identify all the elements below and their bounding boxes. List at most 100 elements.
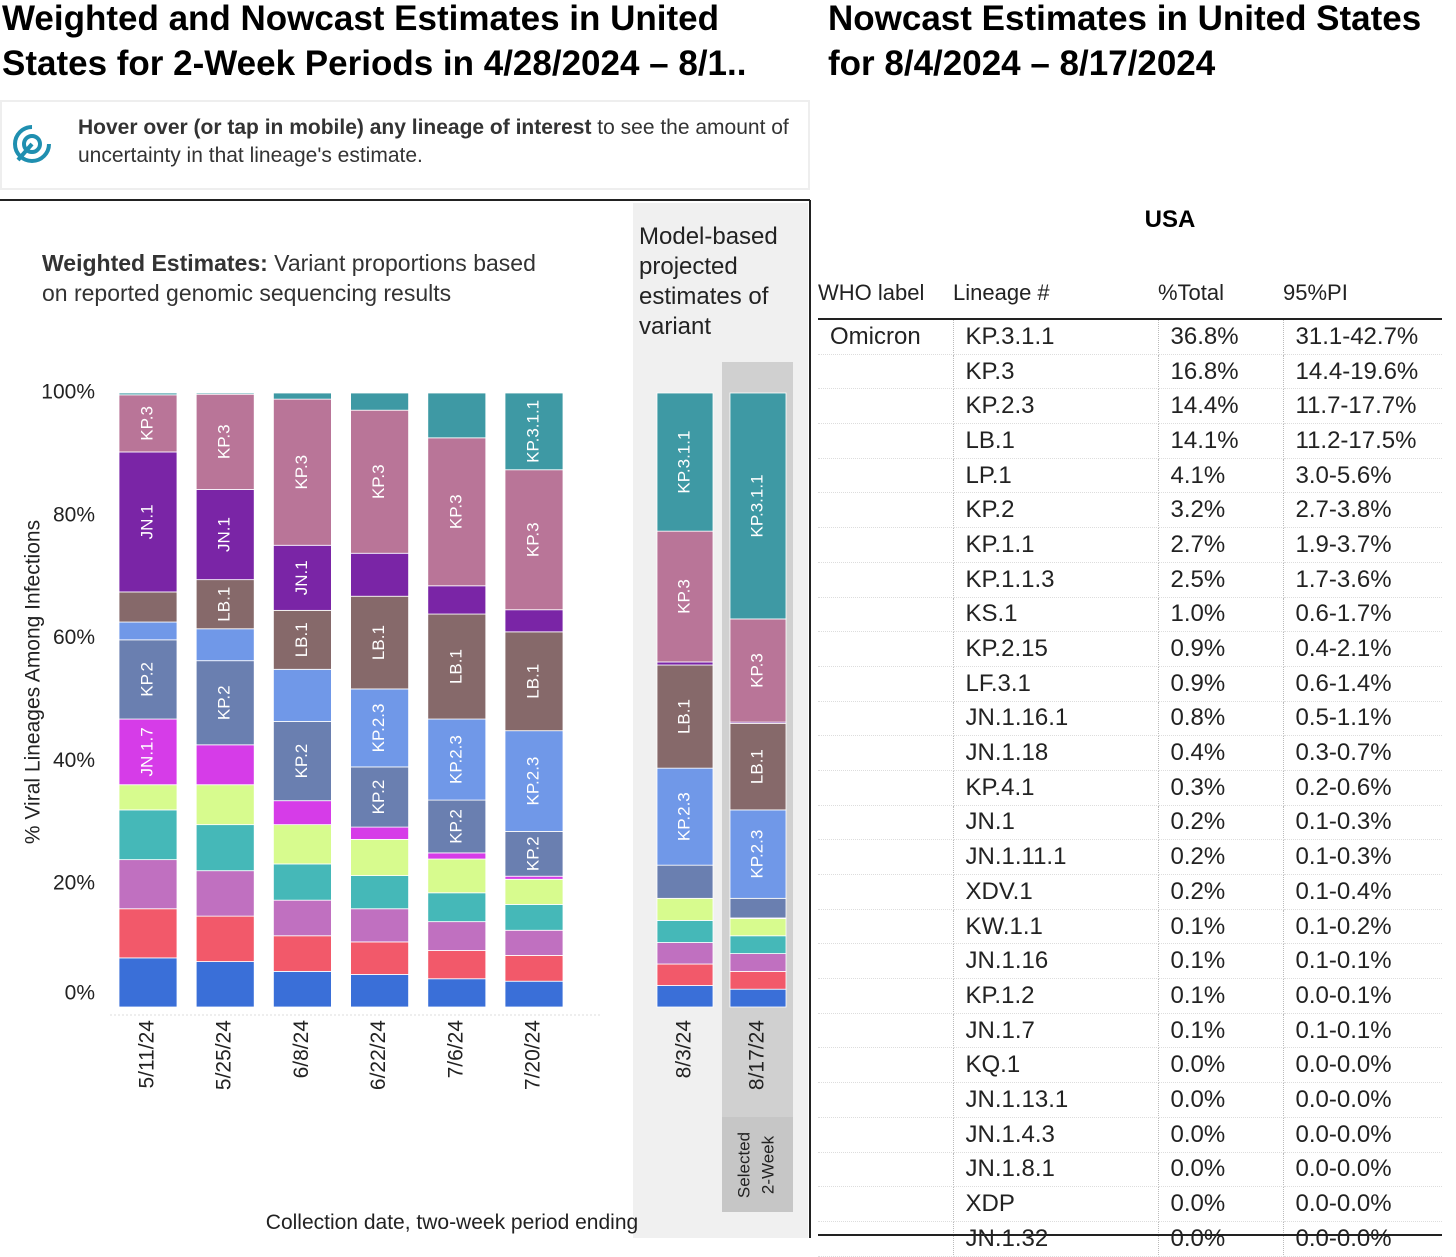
bar-segment [195, 488, 255, 581]
table-cell: 0.6-1.7% [1283, 597, 1442, 633]
bar-segment [272, 609, 332, 670]
column-header: 95%PI [1283, 280, 1442, 320]
bar-segment [729, 897, 787, 919]
segment-label: LB.1 [747, 749, 766, 784]
table-cell: JN.1.16 [953, 943, 1159, 980]
x-tick-label: 8/17/24 [746, 1020, 769, 1090]
table-row: JN.1.18 0.4% 0.3-0.7% [818, 735, 1442, 771]
segment-label: KP.3 [446, 494, 465, 529]
table-row: JN.1.11.1 0.2% 0.1-0.3% [818, 839, 1442, 875]
bar-segment [427, 852, 487, 860]
bar-segment [350, 595, 410, 690]
bar-segment [656, 392, 714, 532]
table-cell: 0.4% [1158, 735, 1284, 771]
table-cell: 0.1-0.3% [1283, 839, 1442, 875]
table-cell: 11.2-17.5% [1283, 423, 1442, 459]
hint-rest: to see the amount of uncertainty in that… [78, 116, 789, 167]
bar-segment [729, 988, 787, 1008]
table: WHO label Lineage # %Total 95%PI Omicron KP.… [818, 280, 1442, 1257]
y-tick-label: 100% [41, 381, 95, 404]
segment-label: KP.3.1.1 [674, 431, 693, 494]
table-cell: 36.8% [1158, 319, 1284, 355]
table-cell: XDV.1 [953, 874, 1159, 910]
bar-segment [118, 451, 178, 593]
y-tick-label: 60% [53, 626, 95, 649]
bar-segment [504, 955, 564, 982]
bar-segment [427, 799, 487, 854]
bar-segment [729, 970, 787, 990]
who-label [818, 839, 954, 875]
table-cell: KP.1.1.3 [953, 562, 1159, 598]
table-cell: 1.9-3.7% [1283, 527, 1442, 563]
segment-label: KP.2.3 [369, 704, 388, 753]
table-cell: 0.0-0.0% [1283, 1082, 1442, 1118]
table-cell: 16.8% [1158, 354, 1284, 390]
bar-segment [656, 530, 714, 663]
bar-segment [427, 950, 487, 980]
bar-segment [195, 870, 255, 917]
y-axis-title: % Viral Lineages Among Infections [22, 520, 45, 844]
table-cell: 14.4% [1158, 388, 1284, 425]
x-axis-title: Collection date, two-week period ending [265, 1211, 639, 1234]
selected-label: Selected [734, 1132, 753, 1198]
segment-label: LB.1 [523, 664, 542, 699]
bar-segment [350, 552, 410, 597]
who-label [818, 770, 954, 806]
table-row: KP.1.1 2.7% 1.9-3.7% [818, 527, 1442, 563]
table-cell: KS.1 [953, 597, 1159, 633]
bar-segment [195, 628, 255, 662]
table-cell: 0.1-0.2% [1283, 909, 1442, 945]
x-tick-label: 5/11/24 [136, 1020, 159, 1089]
bar-segment [118, 957, 178, 1008]
bar-segment [504, 980, 564, 1008]
table-cell: 0.1% [1158, 1013, 1284, 1049]
bar-segment [195, 579, 255, 630]
bar-segment [118, 809, 178, 861]
segment-label: LB.1 [369, 625, 388, 660]
column-header: %Total [1158, 280, 1283, 320]
segment-label: KP.3 [215, 424, 234, 459]
x-tick-label: 8/3/24 [673, 1020, 696, 1079]
hint-text: Hover over (or tap in mobile) any lineag… [78, 114, 798, 170]
who-label [818, 1082, 954, 1118]
chart-title-rest: Variant proportions based on reported ge… [42, 250, 536, 306]
table-row: KW.1.1 0.1% 0.1-0.2% [818, 909, 1442, 945]
table-cell: 0.2-0.6% [1283, 770, 1442, 806]
segment-label: LB.1 [674, 699, 693, 734]
hint-bold: Hover over (or tap in mobile) any lineag… [78, 116, 592, 139]
table-cell: 0.0-0.0% [1283, 1221, 1442, 1257]
bar-segment [504, 609, 564, 633]
bar-segment [195, 961, 255, 1008]
bar-segment [656, 985, 714, 1008]
table-row: KP.2.15 0.9% 0.4-2.1% [818, 631, 1442, 667]
table-cell: 1.0% [1158, 597, 1284, 633]
bar-segment [504, 392, 564, 471]
table-bottom-rule [818, 1234, 1442, 1236]
bar-segment [118, 908, 178, 959]
table-cell: 3.2% [1158, 492, 1284, 529]
table-cell: 0.2% [1158, 839, 1284, 875]
y-tick-label: 40% [53, 749, 95, 772]
table-row: LP.1 4.1% 3.0-5.6% [818, 458, 1442, 494]
bar-segment [656, 661, 714, 666]
table-cell: 0.3% [1158, 770, 1284, 806]
bar-segment [350, 908, 410, 943]
who-label [818, 666, 954, 702]
segment-label: KP.3 [292, 455, 311, 490]
bar-segment [350, 941, 410, 975]
segment-label: KP.2 [369, 780, 388, 815]
table-cell: 31.1-42.7% [1283, 319, 1442, 355]
table-cell: 0.9% [1158, 631, 1284, 667]
x-tick-label: 7/6/24 [444, 1020, 467, 1079]
bar-segment [729, 953, 787, 972]
table-row: KP.3 16.8% 14.4-19.6% [818, 354, 1442, 390]
table-cell: 0.1% [1158, 909, 1284, 945]
chart: 0% 20% 40% 60% 80% 100% % Viral Lineages Among… [0, 199, 811, 1238]
title-line: States for 2-Week Periods in 4/28/2024 –… [2, 44, 747, 83]
table-cell: 0.3-0.7% [1283, 735, 1442, 771]
who-label [818, 943, 954, 980]
table-cell: 0.9% [1158, 666, 1284, 702]
table-cell: XDP [953, 1186, 1159, 1222]
bar-segment [195, 392, 255, 395]
